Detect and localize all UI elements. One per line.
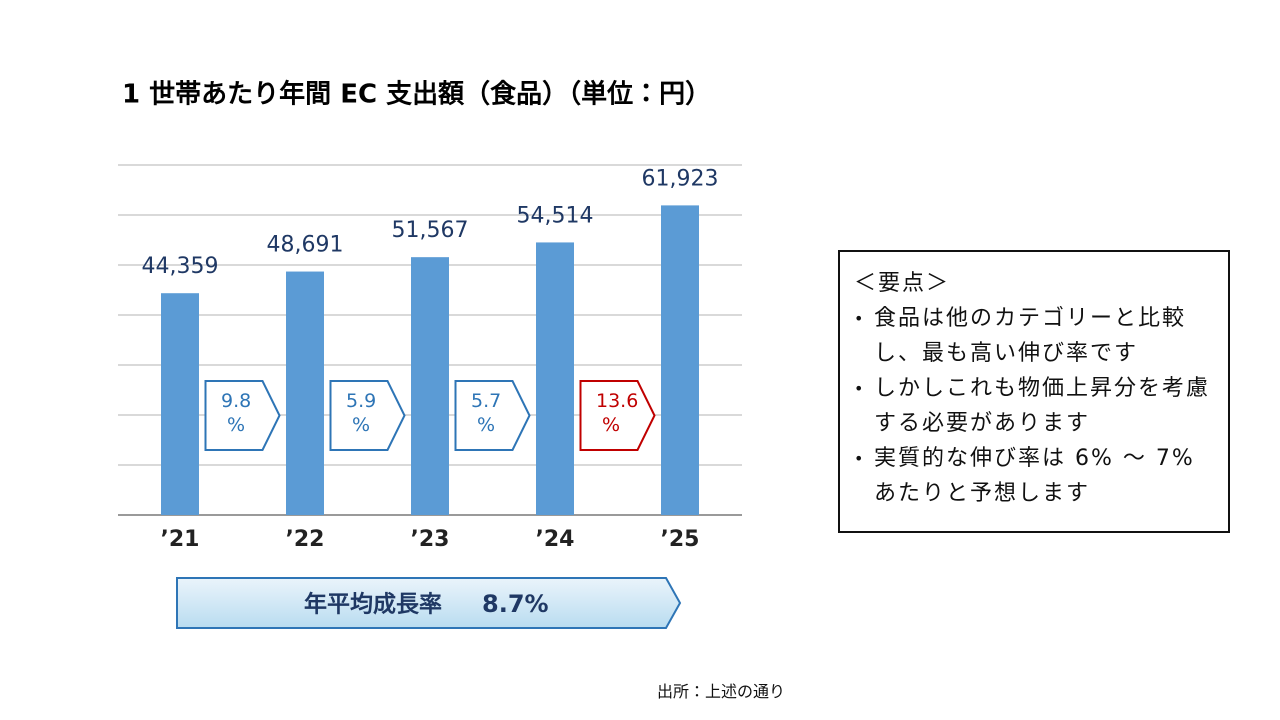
value-label: 44,359 xyxy=(142,254,219,279)
growth-label: 13.6 % xyxy=(596,390,639,436)
x-tick-label: ’22 xyxy=(286,527,325,552)
bar xyxy=(161,293,199,515)
growth-label: 5.9 % xyxy=(346,390,377,436)
value-label: 48,691 xyxy=(267,233,344,258)
bar xyxy=(286,271,324,515)
bullet-list: 食品は他のカテゴリーと比較し、最も高い伸び率です しかしこれも物価上昇分を考慮す… xyxy=(854,301,1218,511)
average-arrow xyxy=(176,577,682,629)
bar xyxy=(411,257,449,515)
value-label: 51,567 xyxy=(392,218,469,243)
growth-arrow xyxy=(579,380,656,451)
average-value: 8.7% xyxy=(482,590,549,618)
bullet: 実質的な伸び率は 6% ～ 7% あたりと予想します xyxy=(854,441,1218,511)
bullet: 食品は他のカテゴリーと比較し、最も高い伸び率です xyxy=(854,301,1218,371)
key-points-box: ＜要点＞ 食品は他のカテゴリーと比較し、最も高い伸び率です しかしこれも物価上昇… xyxy=(838,250,1230,533)
growth-arrow xyxy=(204,380,281,451)
growth-arrow xyxy=(454,380,531,451)
value-label: 61,923 xyxy=(642,166,719,191)
growth-label-box: 13.6 % xyxy=(596,390,639,436)
growth-label: 9.8 % xyxy=(221,390,252,436)
average-label: 年平均成長率 xyxy=(304,591,442,618)
growth-arrow xyxy=(329,380,406,451)
notes-heading: ＜要点＞ xyxy=(854,271,951,296)
growth-label: 5.7 % xyxy=(471,390,502,436)
bar xyxy=(661,205,699,515)
growth-label-box: 9.8 % xyxy=(221,390,252,436)
chart-title: 1 世帯あたり年間 EC 支出額（食品）（単位：円） xyxy=(122,79,711,110)
growth-label-box: 5.7 % xyxy=(471,390,502,436)
value-label: 54,514 xyxy=(517,203,594,228)
x-tick-label: ’24 xyxy=(536,527,575,552)
growth-label-box: 5.9 % xyxy=(346,390,377,436)
x-tick-label: ’23 xyxy=(411,527,450,552)
source: 出所：上述の通り xyxy=(657,682,786,701)
bullet: しかしこれも物価上昇分を考慮する必要があります xyxy=(854,371,1218,441)
bar xyxy=(536,242,574,515)
x-tick-label: ’25 xyxy=(661,527,700,552)
x-tick-label: ’21 xyxy=(161,527,200,552)
